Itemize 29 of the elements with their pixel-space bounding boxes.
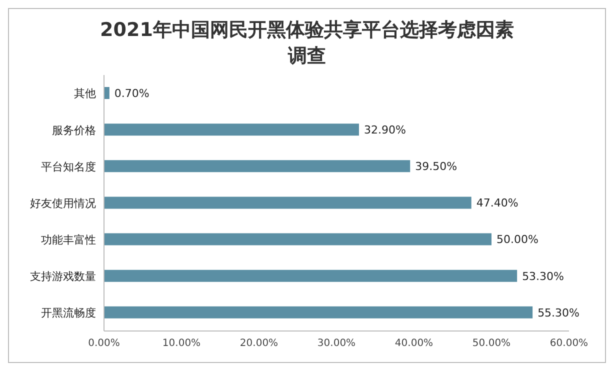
y-tick-label: 服务价格: [52, 124, 96, 137]
data-label: 32.90%: [364, 123, 406, 136]
data-label: 47.40%: [476, 196, 518, 210]
bar: [104, 233, 492, 246]
bar: [104, 306, 533, 318]
data-label: 50.00%: [496, 233, 538, 246]
chart-title: 2021年中国网民开黑体验共享平台选择考虑因素调查: [99, 18, 515, 69]
x-tick-label: 40.00%: [394, 338, 434, 350]
y-tick-label: 其他: [74, 87, 96, 100]
x-tick-label: 50.00%: [472, 338, 511, 350]
data-label: 53.30%: [522, 270, 564, 283]
x-tick-label: 20.00%: [240, 338, 278, 350]
y-tick-label: 支持游戏数量: [30, 270, 96, 284]
data-label: 55.30%: [538, 306, 580, 320]
x-tick-label: 0.00%: [88, 338, 120, 350]
y-tick-label: 开黑流畅度: [41, 306, 96, 320]
data-label: 39.50%: [415, 160, 458, 174]
bar: [104, 270, 518, 282]
bar: [104, 160, 410, 172]
data-label: 0.70%: [114, 86, 150, 100]
bar: [104, 124, 359, 136]
bar: [104, 196, 472, 209]
y-tick-label: 平台知名度: [41, 160, 96, 174]
x-tick-label: 30.00%: [317, 338, 356, 350]
x-tick-label: 10.00%: [162, 338, 201, 350]
y-tick-label: 功能丰富性: [41, 233, 96, 246]
x-tick-label: 60.00%: [550, 338, 588, 350]
bar: [104, 87, 110, 99]
y-tick-label: 好友使用情况: [30, 196, 96, 210]
